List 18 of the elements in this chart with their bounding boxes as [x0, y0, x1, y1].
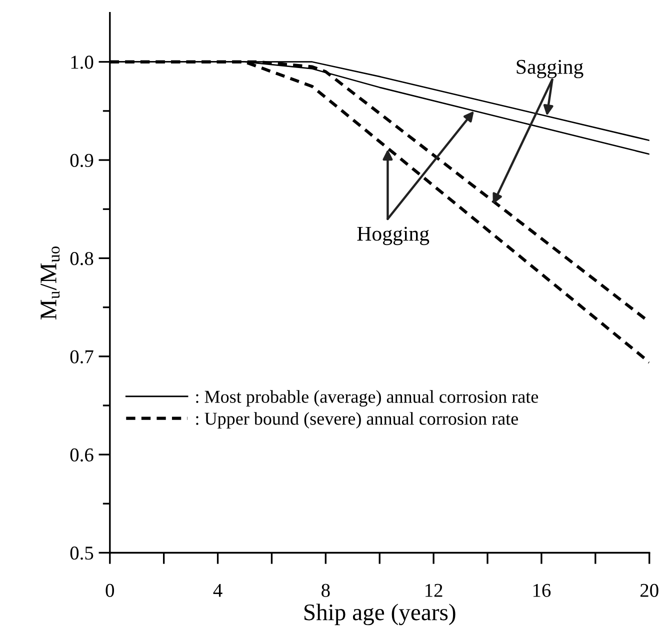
annotation: Sagging [516, 60, 584, 78]
y-axis-title: M$_{u}$/M$_{uo}$ [40, 246, 60, 320]
x-tick-label: 8 [322, 584, 330, 597]
y-tick-label: 0.9 [70, 154, 94, 168]
x-axis-title: Ship age (years) [304, 604, 456, 626]
legend-label: : Upper bound (severe) annual corrosion rate [196, 412, 518, 428]
x-tick-label: 0 [106, 584, 114, 597]
y-tick-label: 0.7 [70, 350, 94, 364]
x-tick-label: 12 [426, 584, 442, 597]
annotation: Hogging [357, 226, 430, 246]
x-tick-label: 16 [533, 584, 551, 597]
y-tick-label: 1.0 [71, 56, 94, 69]
y-tick-label: 0.8 [70, 252, 94, 266]
y-tick-label: 0.5 [70, 546, 94, 560]
y-tick-label: 0.6 [70, 448, 94, 462]
legend-label: : Most probable (average) annual corrosion rate [196, 390, 538, 407]
x-tick-label: 4 [213, 584, 222, 597]
x-tick-label: 20 [640, 584, 658, 597]
